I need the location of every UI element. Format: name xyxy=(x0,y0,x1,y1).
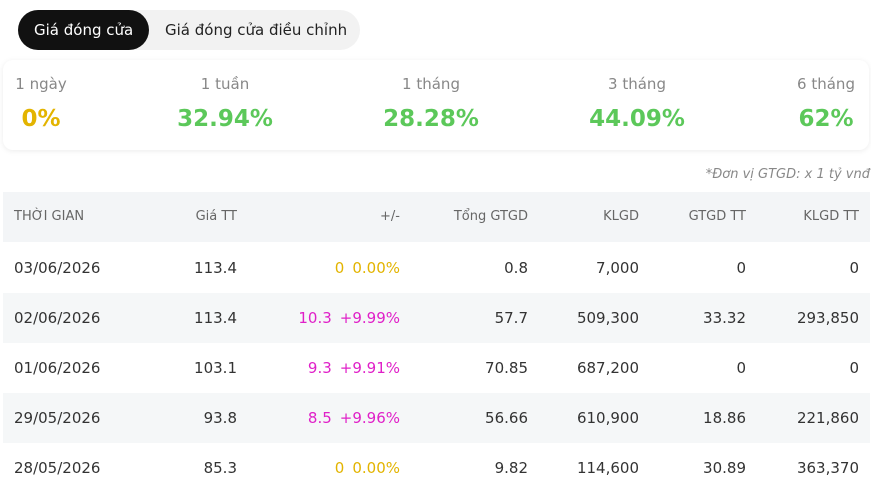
tab[interactable]: Giá đóng cửa điều chỉnh xyxy=(165,21,348,39)
tab-bar: Giá đóng cửa Giá đóng cửa điều chỉnh xyxy=(18,10,360,50)
column-header: Tổng GTGD xyxy=(453,209,528,224)
date: 03/06/2026 xyxy=(14,259,101,277)
date: 28/05/2026 xyxy=(14,459,101,477)
table-row: 02/06/2026 113.4 10.3 +9.99% 57.7 509,300 33.3… xyxy=(3,293,870,343)
column-header: GTGD TT xyxy=(688,209,746,224)
column-header: KLGD xyxy=(603,209,639,224)
deal-volume: 0 xyxy=(849,259,859,277)
table-row: 01/06/2026 103.1 9.3 +9.91% 70.85 687,200 0 0 xyxy=(3,343,870,393)
column-header: KLGD TT xyxy=(803,209,859,224)
price: 85.3 xyxy=(203,459,237,477)
performance-card: 1 ngày 0% 1 tuần 32.94% 1 tháng 28.28% 3 tháng… xyxy=(3,60,869,150)
period-label: 1 tuần xyxy=(200,75,250,93)
deal-volume: 293,850 xyxy=(796,309,859,327)
period-label: 1 tháng xyxy=(402,75,460,93)
period-return: 44.09% xyxy=(589,106,685,132)
period-label: 3 tháng xyxy=(608,75,666,93)
change: 10.3 xyxy=(298,309,332,327)
volume: 7,000 xyxy=(596,259,639,277)
period-return: 32.94% xyxy=(177,106,273,132)
price: 93.8 xyxy=(203,409,237,427)
period-return: 28.28% xyxy=(383,106,479,132)
table-row: 29/05/2026 93.8 8.5 +9.96% 56.66 610,900 18.86… xyxy=(3,393,870,443)
deal-value: 30.89 xyxy=(703,459,746,477)
volume: 509,300 xyxy=(576,309,639,327)
deal-volume: 363,370 xyxy=(796,459,859,477)
change: 9.3 xyxy=(307,359,332,377)
volume: 687,200 xyxy=(576,359,639,377)
table-row: 03/06/2026 113.4 0 0.00% 0.8 7,000 0 0 xyxy=(3,243,870,293)
total: 57.7 xyxy=(494,309,528,327)
price-table: THỜI GIAN Giá TT +/- Tổng GTGD KLGD GTGD TT KL… xyxy=(3,192,870,497)
change-cell: 10.3 +9.99% xyxy=(298,293,400,343)
total: 9.82 xyxy=(494,459,528,477)
deal-volume: 221,860 xyxy=(796,409,859,427)
period-label: 6 tháng xyxy=(797,75,855,93)
date: 02/06/2026 xyxy=(14,309,101,327)
period-return: 0% xyxy=(21,106,61,132)
unit-note: *Đơn vị GTGD: x 1 tỷ vnđ xyxy=(705,167,870,182)
date: 29/05/2026 xyxy=(14,409,101,427)
change-cell: 8.5 +9.96% xyxy=(308,393,400,443)
volume: 114,600 xyxy=(576,459,639,477)
change: 0 xyxy=(334,459,345,477)
change-cell: 0 0.00% xyxy=(335,443,400,493)
change-cell: 0 0.00% xyxy=(335,243,400,293)
total: 0.8 xyxy=(504,259,528,277)
deal-value: 0 xyxy=(736,259,746,277)
column-header: THỜI GIAN xyxy=(14,209,85,224)
change: 8.5 xyxy=(307,409,332,427)
deal-volume: 0 xyxy=(849,359,859,377)
table-row: 28/05/2026 85.3 0 0.00% 9.82 114,600 30.89 363,… xyxy=(3,443,870,493)
date: 01/06/2026 xyxy=(14,359,101,377)
period-label: 1 ngày xyxy=(15,75,67,93)
change: 0 xyxy=(334,259,345,277)
price: 113.4 xyxy=(194,309,237,327)
period-return: 62% xyxy=(798,106,854,132)
column-header: +/- xyxy=(380,209,400,224)
price: 103.1 xyxy=(194,359,237,377)
deal-value: 33.32 xyxy=(703,309,746,327)
deal-value: 18.86 xyxy=(703,409,746,427)
total: 56.66 xyxy=(485,409,528,427)
change-percent: +9.99% xyxy=(339,309,400,327)
change-percent: 0.00% xyxy=(352,259,400,277)
change-percent: +9.91% xyxy=(339,359,400,377)
deal-value: 0 xyxy=(736,359,746,377)
tab[interactable]: Giá đóng cửa xyxy=(18,10,150,50)
column-header: Giá TT xyxy=(195,209,237,224)
total: 70.85 xyxy=(485,359,528,377)
change-cell: 9.3 +9.91% xyxy=(308,343,400,393)
change-percent: 0.00% xyxy=(352,459,400,477)
header-row: THỜI GIAN Giá TT +/- Tổng GTGD KLGD GTGD TT KL… xyxy=(3,192,870,242)
volume: 610,900 xyxy=(576,409,639,427)
price: 113.4 xyxy=(194,259,237,277)
change-percent: +9.96% xyxy=(339,409,400,427)
